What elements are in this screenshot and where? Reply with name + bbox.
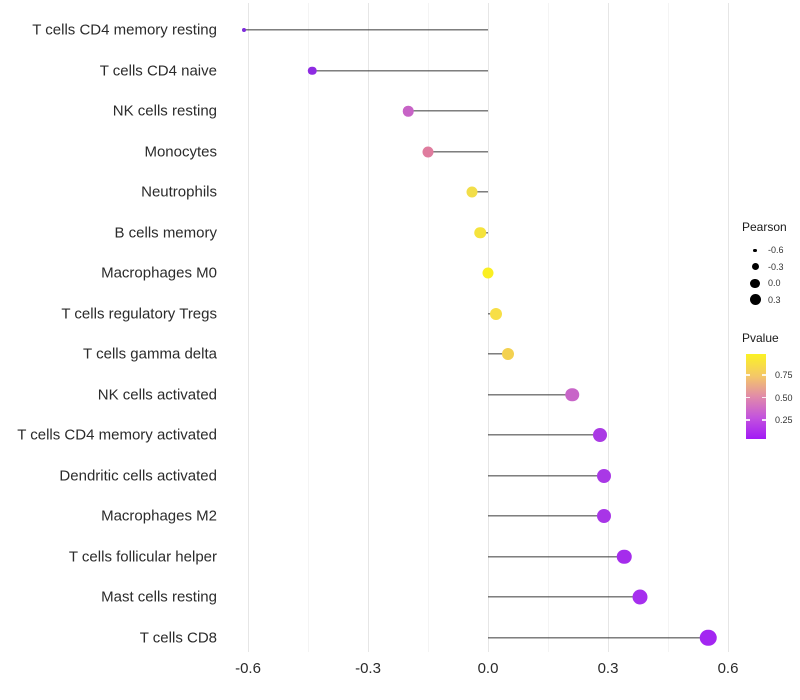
lollipop-stem	[312, 69, 488, 72]
legend-pearson-title: Pearson	[742, 220, 787, 234]
legend-size-item: 0.3	[742, 292, 800, 309]
category-label: T cells follicular helper	[68, 548, 217, 565]
gridline-major	[727, 3, 729, 652]
lollipop-point	[242, 28, 246, 32]
gridline-minor	[667, 3, 669, 652]
lollipop-point	[699, 629, 717, 646]
category-label: Dendritic cells activated	[59, 467, 217, 484]
pvalue-gradient-tick	[746, 419, 750, 421]
gridline-major	[487, 3, 489, 652]
legend-size-item: 0.0	[742, 275, 800, 292]
category-label: Monocytes	[144, 143, 217, 160]
pvalue-gradient-bar	[746, 354, 766, 439]
category-label: T cells gamma delta	[83, 345, 217, 363]
legend-size-dot	[750, 278, 760, 288]
lollipop-stem	[488, 636, 708, 639]
x-axis-tick-label: 0.0	[477, 660, 499, 677]
gridline-major	[367, 3, 369, 652]
lollipop-point	[632, 589, 648, 605]
lollipop-stem	[488, 555, 624, 558]
legend-size-label: -0.3	[768, 261, 784, 272]
category-label: B cells memory	[114, 224, 217, 241]
x-axis-tick-label: -0.6	[235, 660, 261, 677]
legend-size-dot	[749, 294, 761, 306]
lollipop-point	[616, 549, 632, 564]
legend-size-label: 0.0	[768, 278, 781, 289]
category-label: NK cells activated	[97, 386, 217, 403]
lollipop-stem	[488, 515, 604, 517]
x-axis-tick-label: 0.3	[597, 660, 619, 677]
legend-pvalue-title: Pvalue	[742, 331, 779, 345]
lollipop-point	[482, 267, 494, 279]
pvalue-gradient-tick	[746, 396, 750, 399]
lollipop-stem	[488, 353, 508, 355]
lollipop-stem	[488, 434, 600, 436]
pvalue-gradient-tick	[762, 396, 766, 399]
category-label: NK cells resting	[112, 102, 217, 120]
legend-size-label: -0.6	[768, 245, 784, 256]
pvalue-gradient-tick	[762, 374, 766, 376]
x-axis-tick-label: -0.3	[355, 660, 381, 677]
category-label: Macrophages M2	[101, 507, 217, 525]
lollipop-point	[474, 226, 486, 239]
category-label: T cells CD8	[139, 629, 217, 646]
lollipop-point	[565, 387, 579, 402]
lollipop-stem	[428, 150, 488, 153]
lollipop-stem	[408, 110, 488, 112]
gridline-minor	[547, 3, 549, 652]
pvalue-gradient-tick	[762, 419, 766, 421]
category-label: Mast cells resting	[101, 588, 217, 606]
pvalue-tick-label: 0.75	[775, 370, 793, 380]
lollipop-stem	[244, 29, 488, 31]
x-axis-tick-label: 0.6	[717, 660, 739, 677]
lollipop-stem	[488, 474, 604, 477]
lollipop-point	[466, 186, 478, 198]
pvalue-tick-label: 0.25	[775, 415, 793, 425]
lollipop-point	[490, 307, 502, 320]
legend-size-item: -0.3	[742, 259, 800, 276]
legend-size-dot	[753, 248, 757, 252]
category-label: T cells CD4 naive	[99, 62, 217, 79]
category-label: Macrophages M0	[101, 264, 217, 282]
legend-size-item: -0.6	[742, 242, 800, 259]
lollipop-stem	[488, 596, 640, 598]
gridline-major	[607, 3, 609, 652]
gridline-minor	[427, 3, 429, 652]
lollipop-point	[593, 428, 607, 442]
category-label: Neutrophils	[141, 183, 217, 201]
lollipop-stem	[488, 393, 572, 396]
lollipop-point	[307, 66, 317, 75]
legend-pearson: Pearson -0.6 -0.3 0.0 0.3	[742, 220, 800, 308]
lollipop-point	[597, 509, 611, 523]
gridline-major	[247, 3, 249, 652]
lollipop-point	[422, 146, 434, 157]
category-label: T cells regulatory Tregs	[61, 305, 217, 322]
lollipop-point	[402, 105, 414, 117]
lollipop-point	[597, 468, 611, 483]
lollipop-point	[502, 348, 514, 360]
lollipop-stem	[472, 191, 488, 193]
gridline-minor	[307, 3, 309, 652]
pvalue-gradient-tick	[746, 374, 750, 376]
pvalue-gradient-wrap: 0.75 0.50 0.25	[746, 354, 793, 439]
category-label: T cells CD4 memory resting	[32, 21, 217, 39]
pvalue-tick-label: 0.50	[775, 392, 793, 403]
legend-pvalue: Pvalue 0.75 0.50 0.25	[742, 331, 793, 439]
legend-size-label: 0.3	[768, 294, 781, 305]
legend-size-dot	[751, 263, 759, 271]
category-label: T cells CD4 memory activated	[17, 426, 217, 444]
